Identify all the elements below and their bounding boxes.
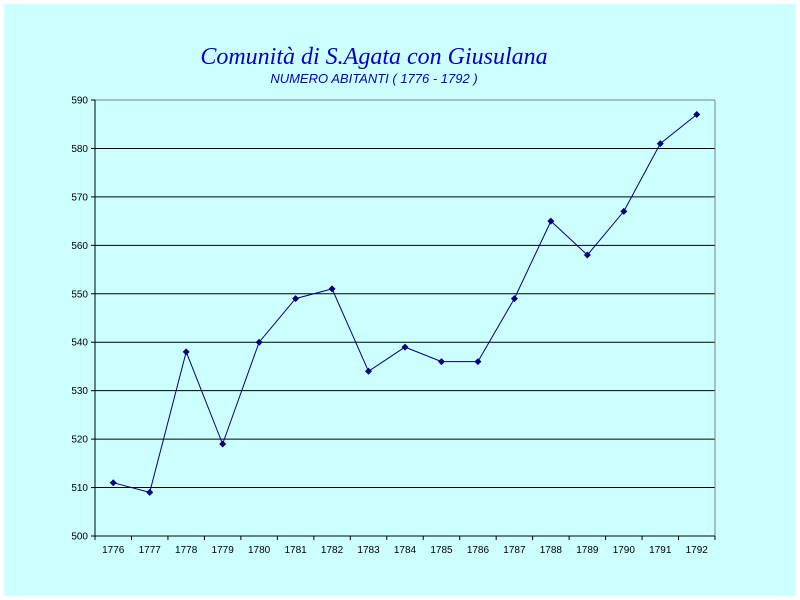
x-tick-label: 1782: [321, 545, 344, 556]
y-tick-label: 500: [71, 532, 88, 543]
x-tick-label: 1789: [576, 545, 599, 556]
x-tick-label: 1790: [613, 545, 636, 556]
chart-title: Comunità di S.Agata con Giusulana: [200, 44, 547, 70]
chart-subtitle: NUMERO ABITANTI ( 1776 - 1792 ): [270, 71, 477, 86]
x-tick-label: 1788: [540, 545, 563, 556]
x-tick-label: 1786: [467, 545, 490, 556]
data-point: [437, 358, 445, 366]
x-tick-label: 1791: [649, 545, 672, 556]
data-point: [583, 251, 591, 259]
plot-area: 500 510 520 530 540 550 560 570 580 590 1776 1777 17…: [71, 96, 716, 556]
y-tick-label: 590: [71, 96, 88, 107]
plot-background: [95, 100, 715, 536]
x-tick-label: 1785: [430, 545, 453, 556]
y-tick-label: 570: [71, 192, 88, 203]
x-tick-label: 1780: [248, 545, 271, 556]
data-point: [693, 111, 701, 119]
x-tick-label: 1784: [394, 545, 417, 556]
x-tick-label: 1792: [686, 545, 709, 556]
x-tick-label: 1783: [357, 545, 380, 556]
data-point: [365, 367, 373, 375]
x-tick-label: 1778: [175, 545, 198, 556]
x-tick-label: 1776: [102, 545, 125, 556]
data-point: [401, 343, 409, 351]
chart-area: Comunità di S.Agata con Giusulana NUMERO…: [4, 4, 796, 596]
line-chart: Comunità di S.Agata con Giusulana NUMERO…: [71, 44, 716, 556]
y-tick-label: 510: [71, 483, 88, 494]
x-tick-label: 1779: [212, 545, 235, 556]
y-tick-label: 530: [71, 386, 88, 397]
y-tick-label: 520: [71, 435, 88, 446]
data-point: [547, 217, 555, 225]
data-point: [620, 207, 628, 215]
data-point: [292, 295, 300, 303]
data-point: [146, 488, 154, 496]
y-tick-label: 550: [71, 289, 88, 300]
y-tick-label: 580: [71, 144, 88, 155]
x-tick-label: 1781: [284, 545, 307, 556]
data-point: [656, 140, 664, 148]
data-point: [219, 440, 227, 448]
data-point: [182, 348, 190, 356]
data-point: [109, 479, 117, 487]
data-point: [255, 338, 263, 346]
x-tick-label: 1787: [503, 545, 526, 556]
y-tick-label: 540: [71, 338, 88, 349]
x-tick-label: 1777: [139, 545, 162, 556]
data-point: [474, 358, 482, 366]
data-point: [328, 285, 336, 293]
y-tick-label: 560: [71, 241, 88, 252]
